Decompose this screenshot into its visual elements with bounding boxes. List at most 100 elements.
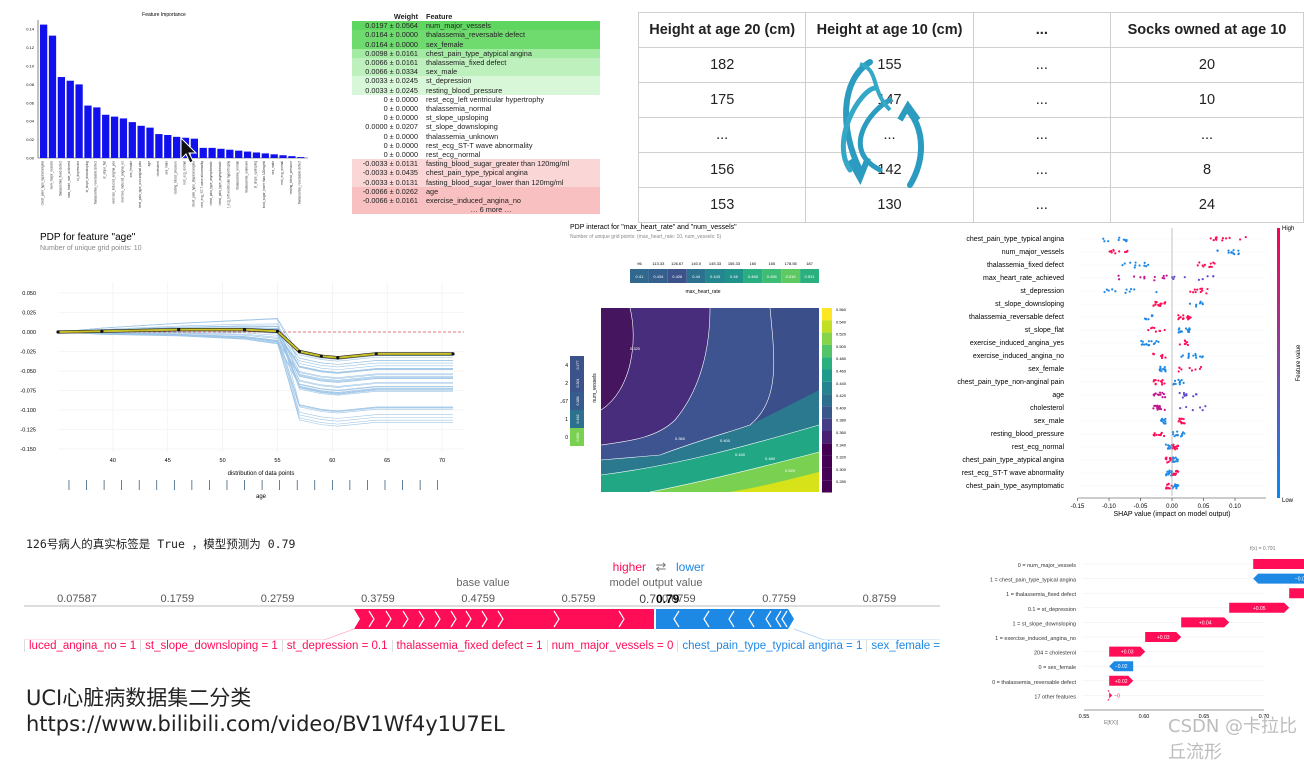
fi-xtick: rest_ecg_normal <box>280 161 284 185</box>
pdp-ytick: -0.150 <box>20 447 36 453</box>
pdi-contour-label: 0.400 <box>720 438 731 443</box>
pdi-left-tick: 1.67 <box>560 399 568 405</box>
pdi-top-value: 0.41 <box>636 274 645 279</box>
perm-feature: fasting_blood_sugar_greater than 120mg/m… <box>426 159 570 169</box>
shap-dot <box>1117 274 1120 277</box>
perm-weight: 0 ± 0.0000 <box>383 104 418 114</box>
shap-dot <box>1172 443 1175 446</box>
perm-weight: 0.0033 ± 0.0245 <box>365 85 418 95</box>
shap-dot <box>1239 238 1242 241</box>
pdp-interact-chart: PDP interact for "max_heart_rate" and "n… <box>560 224 847 493</box>
shap-dot <box>1174 382 1177 386</box>
force-chevron-pos <box>497 610 504 628</box>
pdp-ytick: -0.025 <box>20 350 36 356</box>
pdp-ice-line <box>57 331 454 425</box>
shap-dot <box>1176 430 1179 433</box>
shap-feature-label: chest_pain_type_non-anginal pain <box>957 379 1064 386</box>
pdi-cbar-tick: 0.300 <box>836 467 847 472</box>
contour-region-3 <box>601 308 774 460</box>
fi-bar <box>57 77 66 158</box>
shap-dot <box>1201 289 1204 292</box>
shap-feature-label: chest_pain_type_atypical angina <box>962 457 1064 464</box>
shap-feature-label: sex_female <box>1028 366 1064 373</box>
force-tick: 0.07587 <box>57 593 97 605</box>
shap-dot <box>1199 365 1203 369</box>
shap-dot <box>1177 378 1180 382</box>
force-tick: 0.6759 <box>662 593 696 605</box>
perm-feature: thalassemia_reversable defect <box>426 30 525 40</box>
shap-dot <box>1152 304 1155 307</box>
perm-row: 0.0098 ± 0.0161 chest_pain_type_atypical … <box>352 48 600 59</box>
shap-dot <box>1162 434 1166 438</box>
pdi-top-cell <box>800 269 819 283</box>
pdp-ice-line <box>57 330 454 374</box>
shap-dot <box>1178 343 1181 346</box>
shap-dot <box>1176 484 1179 487</box>
shap-dot <box>1161 396 1164 399</box>
shap-dot <box>1133 266 1136 269</box>
shap-dot <box>1107 240 1110 243</box>
pdp-xtick: 70 <box>439 458 445 464</box>
fi-xtick: sex_male <box>165 161 169 175</box>
shap-dot <box>1178 327 1181 330</box>
force-tick: 0.1759 <box>160 593 194 605</box>
footer-url[interactable]: https://www.bilibili.com/video/BV1Wf4y1U… <box>26 712 505 736</box>
shap-dot <box>1165 487 1169 490</box>
shap-dot <box>1159 434 1162 437</box>
height-table-cell: ... <box>637 117 807 153</box>
shap-dot <box>1168 471 1171 474</box>
shap-dot <box>1163 302 1166 305</box>
wf-label: 17 other features <box>1034 694 1076 700</box>
shap-dot <box>1150 314 1154 318</box>
pdi-contour-label: 0.480 <box>765 456 776 461</box>
perm-row: 0 ± 0.0000 thalassemia_unknown <box>352 131 600 141</box>
perm-feature: st_depression <box>426 76 472 86</box>
pdi-left-value: 0.277 <box>576 361 580 370</box>
shap-dot <box>1128 290 1131 293</box>
fi-ytick: 0.06 <box>26 100 35 105</box>
shap-dot <box>1183 422 1186 425</box>
shap-dot <box>1109 249 1113 253</box>
shap-feature-label: rest_ecg_ST-T wave abnormality <box>962 470 1065 477</box>
shap-dot <box>1179 421 1183 424</box>
fi-bar <box>199 147 207 158</box>
pdi-contour-label: 0.320 <box>630 346 641 351</box>
shap-dot <box>1198 302 1202 305</box>
pdi-top-tick: 187 <box>806 261 813 266</box>
shap-dot <box>1164 443 1167 446</box>
force-positive-bar <box>354 609 654 629</box>
fi-bar <box>261 153 269 158</box>
pdi-cbar-tick: 0.280 <box>836 479 847 484</box>
height-table-cell: ... <box>972 187 1111 223</box>
perm-header-feature: Feature <box>426 12 453 21</box>
shap-dot <box>1169 457 1172 460</box>
shap-dot <box>1192 395 1195 398</box>
fi-xtick: fasting_blood_sugar_lower than 120mg/ml <box>262 161 266 208</box>
perm-feature: chest_pain_type_typical angina <box>426 168 528 178</box>
wf-value: −0.08 <box>1295 577 1304 583</box>
wf-xtick: 0.60 <box>1139 714 1150 720</box>
height-table-cell: 182 <box>637 47 807 83</box>
force-chevron-pos <box>402 610 409 628</box>
shap-dot <box>1160 356 1164 360</box>
fi-xtick: exercise_induced_angina_yes <box>111 161 115 204</box>
shap-dot <box>1156 408 1159 411</box>
shap-dot <box>1155 433 1158 436</box>
perm-feature: chest_pain_type_atypical angina <box>426 48 532 58</box>
shap-dot <box>1157 379 1160 382</box>
pdp-xlabel: age <box>256 494 267 500</box>
shap-dot <box>1195 303 1198 306</box>
pdi-top-cell <box>705 269 725 283</box>
wf-bar <box>1109 646 1146 657</box>
fi-bar <box>190 138 199 158</box>
force-negative-bar <box>656 609 794 629</box>
fi-bar <box>235 150 243 158</box>
shap-dot <box>1162 274 1165 278</box>
shap-dot <box>1150 327 1153 330</box>
shap-dot <box>1209 262 1212 265</box>
shap-dot <box>1202 265 1205 268</box>
shap-dot <box>1105 288 1108 291</box>
wf-value: +0.04 <box>1199 620 1212 626</box>
wf-label: 204 = cholesterol <box>1034 651 1076 657</box>
pdi-cbar-cell <box>822 418 832 431</box>
